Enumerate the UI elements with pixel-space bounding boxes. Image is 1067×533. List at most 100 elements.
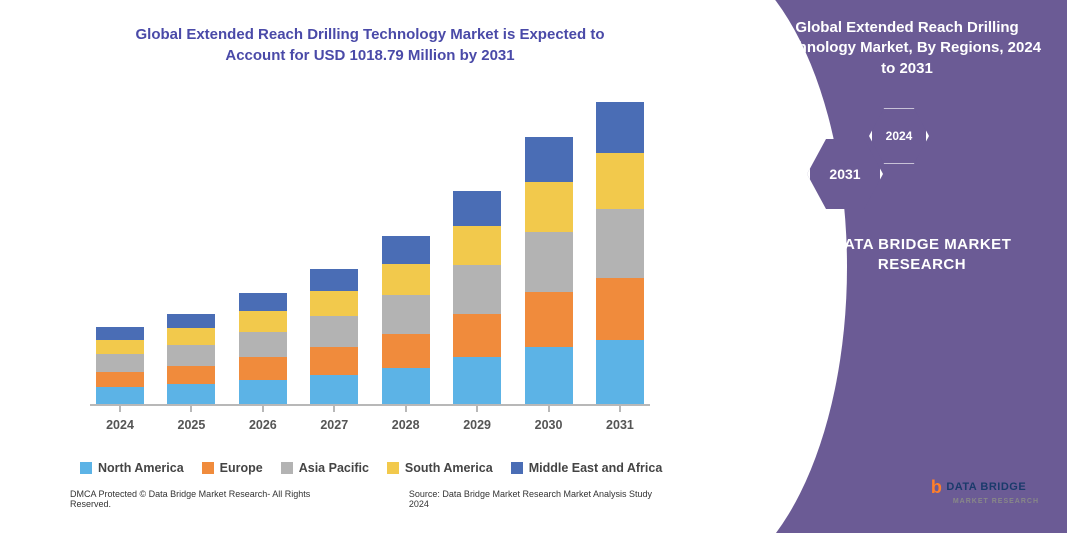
bar-segment: [167, 345, 215, 366]
bar-segment: [382, 295, 430, 333]
x-tick: [190, 406, 192, 412]
bar-segment: [167, 366, 215, 385]
bar-segment: [310, 347, 358, 375]
x-tick: [476, 406, 478, 412]
brand-logo-subtext: MARKET RESEARCH: [953, 498, 1039, 505]
bar-segment: [382, 264, 430, 295]
bar-segment: [525, 182, 573, 232]
hex-year-start: 2024: [869, 106, 929, 166]
bar-segment: [310, 375, 358, 404]
legend-item: Middle East and Africa: [511, 461, 663, 475]
legend-swatch: [387, 462, 399, 474]
bar-segment: [96, 372, 144, 388]
bar-segment: [596, 102, 644, 154]
hex-year-end: 2031: [807, 136, 883, 212]
legend-item: North America: [80, 461, 184, 475]
footnote-source: Source: Data Bridge Market Research Mark…: [409, 489, 670, 509]
legend-item: Asia Pacific: [281, 461, 369, 475]
x-tick-label: 2029: [453, 418, 501, 432]
x-tick: [333, 406, 335, 412]
legend-label: Middle East and Africa: [529, 461, 663, 475]
bar-segment: [167, 328, 215, 345]
x-axis-labels: 2024 2025 2026 2027 2028 2029 2030 2031: [90, 418, 650, 432]
chart-title: Global Extended Reach Drilling Technolog…: [80, 24, 660, 66]
legend-label: South America: [405, 461, 493, 475]
bar-column: [167, 314, 215, 404]
bar-column: [596, 102, 644, 405]
bar-segment: [596, 278, 644, 340]
legend-label: Europe: [220, 461, 263, 475]
bar-segment: [382, 334, 430, 368]
legend-label: Asia Pacific: [299, 461, 369, 475]
x-tick-label: 2024: [96, 418, 144, 432]
bar-segment: [382, 368, 430, 404]
bar-segment: [525, 347, 573, 404]
hex-badge-group: 2031 2024: [807, 106, 987, 226]
bar-segment: [310, 269, 358, 291]
brand-logo-icon: b: [931, 477, 943, 498]
bar-segment: [596, 153, 644, 209]
bar-column: [525, 137, 573, 404]
panel-title: Global Extended Reach Drilling Technolog…: [767, 18, 1047, 79]
x-tick: [119, 406, 121, 412]
bar-container: [90, 86, 650, 404]
bar-segment: [239, 293, 287, 311]
bar-column: [96, 327, 144, 404]
bar-segment: [453, 357, 501, 404]
legend: North America Europe Asia Pacific South Ame…: [80, 461, 670, 475]
brand-logo: bDATA BRIDGE MARKET RESEARCH: [931, 477, 1039, 505]
bar-segment: [96, 327, 144, 339]
bar-segment: [453, 191, 501, 226]
bar-segment: [310, 291, 358, 316]
x-tick: [262, 406, 264, 412]
x-tick-label: 2025: [167, 418, 215, 432]
x-tick: [405, 406, 407, 412]
bar-segment: [525, 137, 573, 183]
bar-segment: [167, 384, 215, 404]
x-tick: [548, 406, 550, 412]
brand-name: DATA BRIDGE MARKET RESEARCH: [797, 235, 1047, 276]
brand-logo-text: DATA BRIDGE: [946, 481, 1026, 493]
chart-area: Global Extended Reach Drilling Technolog…: [0, 0, 700, 533]
bar-segment: [596, 340, 644, 404]
x-tick-label: 2030: [525, 418, 573, 432]
bar-column: [453, 191, 501, 404]
bar-segment: [239, 332, 287, 358]
bar-column: [382, 236, 430, 404]
x-tick-label: 2027: [310, 418, 358, 432]
bar-segment: [239, 357, 287, 380]
legend-swatch: [281, 462, 293, 474]
legend-item: South America: [387, 461, 493, 475]
legend-label: North America: [98, 461, 184, 475]
x-tick-label: 2026: [239, 418, 287, 432]
x-axis-line: [90, 404, 650, 406]
bar-segment: [96, 354, 144, 372]
x-tick-label: 2031: [596, 418, 644, 432]
bar-segment: [453, 314, 501, 358]
legend-swatch: [202, 462, 214, 474]
bar-column: [239, 293, 287, 404]
side-panel: Global Extended Reach Drilling Technolog…: [687, 0, 1067, 533]
page-root: Global Extended Reach Drilling Technolog…: [0, 0, 1067, 533]
bar-segment: [453, 265, 501, 314]
bar-column: [310, 269, 358, 404]
bar-segment: [525, 292, 573, 347]
legend-swatch: [80, 462, 92, 474]
bar-segment: [96, 340, 144, 355]
bar-segment: [239, 380, 287, 404]
bar-segment: [453, 226, 501, 265]
bar-segment: [167, 314, 215, 329]
x-tick-label: 2028: [382, 418, 430, 432]
footnote-copyright: DMCA Protected © Data Bridge Market Rese…: [70, 489, 349, 509]
chart-plot: 20242025202620272028202920302031: [90, 86, 650, 406]
bar-segment: [382, 236, 430, 264]
x-tick: [619, 406, 621, 412]
bar-segment: [310, 316, 358, 347]
bar-segment: [96, 387, 144, 404]
bar-segment: [596, 209, 644, 277]
bar-segment: [525, 232, 573, 292]
footnotes: DMCA Protected © Data Bridge Market Rese…: [70, 489, 670, 509]
legend-swatch: [511, 462, 523, 474]
legend-item: Europe: [202, 461, 263, 475]
bar-segment: [239, 311, 287, 332]
